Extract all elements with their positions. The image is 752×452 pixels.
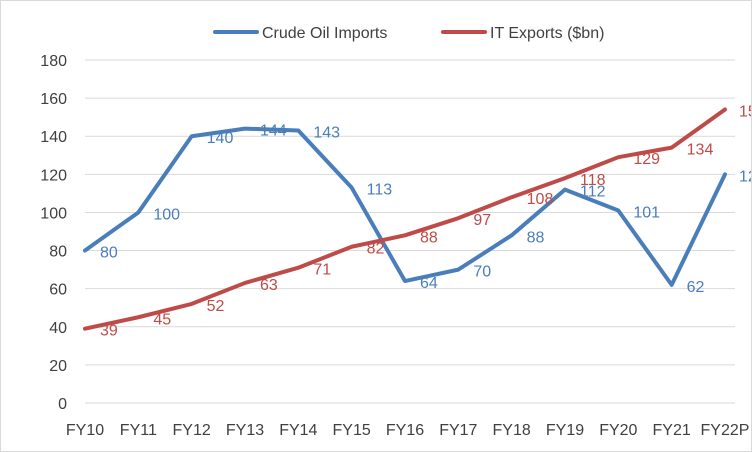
data-label: 100 xyxy=(153,206,180,223)
series-line-0 xyxy=(83,126,727,287)
data-label: 120 xyxy=(739,168,751,185)
x-tick-label: FY18 xyxy=(493,422,531,439)
data-label: 62 xyxy=(687,279,705,296)
y-tick-label: 120 xyxy=(40,167,67,184)
y-tick-label: 40 xyxy=(49,320,67,337)
series-lines xyxy=(83,107,727,331)
data-label: 45 xyxy=(153,311,171,328)
gridlines xyxy=(85,59,735,404)
data-label: 39 xyxy=(100,323,118,340)
x-tick-label: FY10 xyxy=(66,422,104,439)
data-label: 70 xyxy=(473,264,491,281)
x-tick-label: FY22P xyxy=(701,422,750,439)
data-label: 101 xyxy=(633,205,660,222)
data-label: 143 xyxy=(313,125,340,142)
data-label: 63 xyxy=(260,277,278,294)
data-label: 82 xyxy=(367,241,385,258)
y-tick-label: 180 xyxy=(40,53,67,70)
x-tick-label: FY21 xyxy=(653,422,691,439)
x-tick-label: FY17 xyxy=(439,422,477,439)
x-tick-label: FY13 xyxy=(226,422,264,439)
x-axis-tick-labels: FY10 FY11 FY12 FY13 FY14 FY15 FY16 FY17 FY18 FY19… xyxy=(66,422,750,439)
data-label: 144 xyxy=(260,123,287,140)
data-label: 113 xyxy=(367,182,393,199)
data-label: 80 xyxy=(100,245,118,262)
y-tick-label: 20 xyxy=(49,358,67,375)
y-tick-label: 140 xyxy=(40,129,67,146)
data-label: 88 xyxy=(527,229,545,246)
data-label: 64 xyxy=(420,275,438,292)
x-tick-label: FY15 xyxy=(333,422,371,439)
data-label: 118 xyxy=(580,172,606,189)
data-label: 129 xyxy=(633,151,660,168)
y-axis-tick-labels: 0 20 40 60 80 100 120 140 160 180 xyxy=(40,53,67,413)
legend: Crude Oil Imports IT Exports ($bn) xyxy=(213,25,604,42)
legend-label: Crude Oil Imports xyxy=(262,25,387,42)
data-label: 112 xyxy=(580,184,606,201)
data-label: 88 xyxy=(420,229,438,246)
y-tick-label: 0 xyxy=(58,396,67,413)
x-tick-label: FY20 xyxy=(599,422,637,439)
series-line-1 xyxy=(83,107,727,331)
data-label: 140 xyxy=(207,130,234,147)
x-tick-label: FY12 xyxy=(173,422,211,439)
x-tick-label: FY16 xyxy=(386,422,424,439)
y-tick-label: 160 xyxy=(40,91,67,108)
x-tick-label: FY11 xyxy=(120,422,157,439)
data-label: 97 xyxy=(473,212,491,229)
data-label: 154 xyxy=(739,104,751,121)
y-tick-label: 60 xyxy=(49,282,67,299)
legend-label: IT Exports ($bn) xyxy=(490,25,604,42)
data-label: 52 xyxy=(207,298,225,315)
x-tick-label: FY14 xyxy=(279,422,317,439)
data-label: 71 xyxy=(313,262,331,279)
y-tick-label: 80 xyxy=(49,244,67,261)
y-tick-label: 100 xyxy=(40,205,67,222)
data-label: 134 xyxy=(687,142,714,159)
data-labels: 80 100 140 144 143 113 64 70 88 112 101 62 120 39 45 52… xyxy=(100,104,751,340)
x-tick-label: FY19 xyxy=(546,422,584,439)
data-label: 108 xyxy=(527,191,554,208)
